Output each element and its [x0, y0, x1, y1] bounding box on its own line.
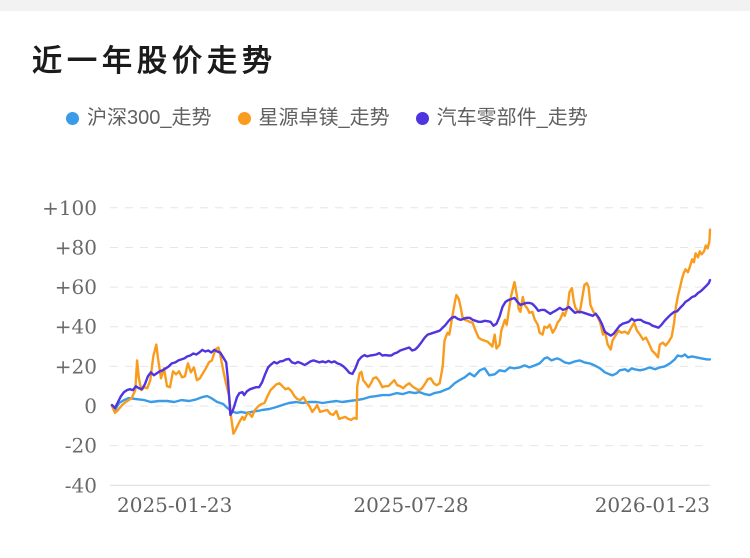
svg-text:+60: +60 — [55, 275, 97, 299]
svg-text:-40: -40 — [65, 473, 97, 497]
legend-item-label: 沪深300_走势 — [87, 107, 212, 129]
chart-legend: 沪深300_走势 星源卓镁_走势 汽车零部件_走势 — [66, 106, 588, 130]
legend-dot-icon — [237, 111, 251, 125]
top-gray-band — [0, 0, 750, 11]
legend-dot-icon — [66, 111, 79, 125]
svg-text:+100: +100 — [42, 196, 97, 220]
svg-text:2025-07-28: 2025-07-28 — [353, 493, 468, 517]
legend-dot-icon — [415, 111, 429, 125]
svg-text:+40: +40 — [55, 315, 97, 339]
svg-text:0: 0 — [84, 394, 97, 418]
svg-text:+20: +20 — [55, 354, 97, 378]
page-title: 近一年股价走势 — [32, 45, 277, 78]
legend-item-autoparts[interactable]: 汽车零部件_走势 — [415, 106, 588, 130]
svg-text:-20: -20 — [65, 434, 97, 458]
legend-item-hs300[interactable]: 沪深300_走势 — [66, 106, 212, 130]
svg-text:2026-01-23: 2026-01-23 — [595, 493, 710, 517]
svg-text:+80: +80 — [55, 235, 97, 259]
legend-item-label: 汽车零部件_走势 — [436, 107, 588, 129]
legend-item-xingyuan[interactable]: 星源卓镁_走势 — [237, 106, 390, 130]
svg-text:2025-01-23: 2025-01-23 — [117, 493, 232, 517]
legend-item-label: 星源卓镁_走势 — [258, 107, 390, 129]
